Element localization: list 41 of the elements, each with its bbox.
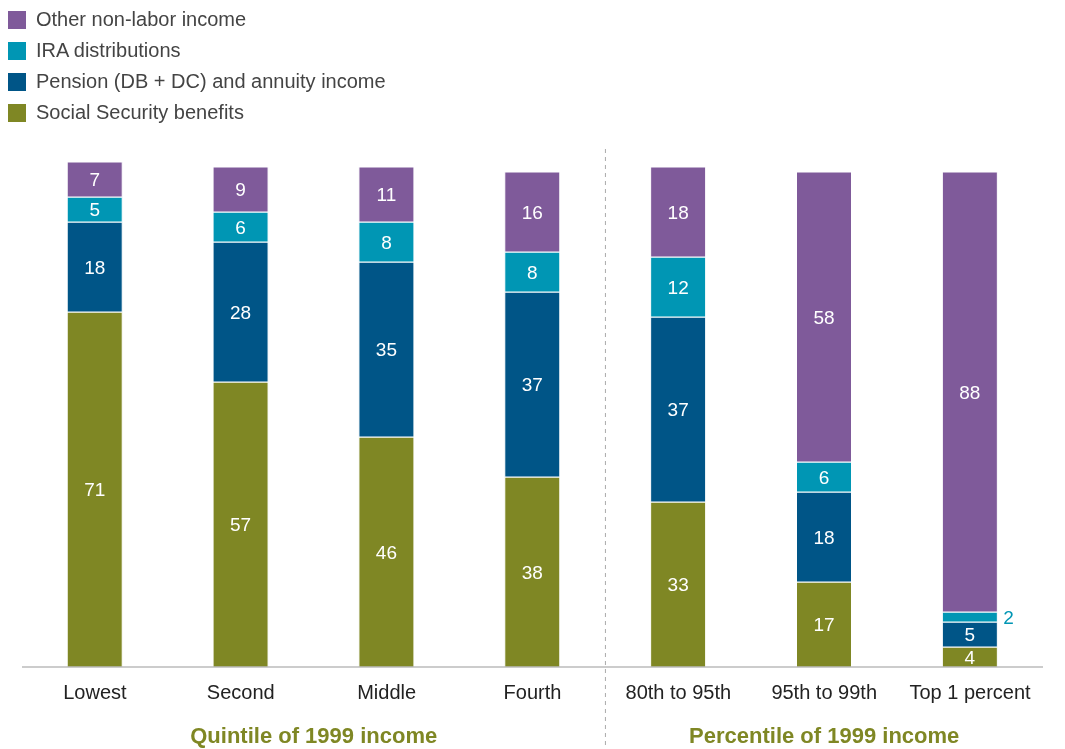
data-label: 5 (964, 624, 976, 646)
data-label: 18 (813, 526, 835, 548)
data-label: 17 (813, 614, 835, 636)
data-label: 11 (376, 184, 397, 206)
data-label: 18 (84, 256, 106, 278)
data-label: 8 (381, 231, 392, 253)
x-tick-label: Lowest (63, 681, 128, 704)
legend-label: IRA distributions (36, 39, 181, 62)
data-label: 33 (667, 574, 689, 596)
data-label: 9 (235, 179, 246, 201)
x-tick-label: 80th to 95th (625, 681, 732, 704)
data-label: 37 (521, 374, 543, 396)
text: Percentile of 1999 income (689, 723, 960, 748)
data-label: 8 (527, 261, 538, 283)
text: Quintile of 1999 income (190, 723, 438, 748)
x-tick-label: Top 1 percent (909, 681, 1032, 704)
data-label: 16 (521, 201, 543, 223)
data-label: 5 (89, 199, 100, 221)
data-label: 18 (667, 201, 689, 223)
data-label: 2 (1003, 606, 1014, 628)
data-label: 37 (667, 399, 689, 421)
data-label: 88 (959, 381, 981, 403)
x-tick-label: Fourth (503, 681, 562, 704)
legend-label: Pension (DB + DC) and annuity income (36, 70, 386, 93)
data-label: 46 (375, 541, 397, 563)
data-label: 71 (84, 479, 106, 501)
x-tick-label: Second (206, 681, 275, 704)
data-label: 57 (230, 514, 252, 536)
data-label: 7 (89, 169, 100, 191)
data-label: 12 (667, 276, 689, 298)
data-label: 6 (235, 216, 246, 238)
data-label: 6 (818, 466, 830, 488)
data-label: 58 (813, 306, 835, 328)
data-label: 38 (521, 561, 543, 583)
data-label: 4 (964, 646, 976, 668)
legend-label: Other non-labor income (36, 8, 247, 31)
data-label: 35 (375, 339, 397, 361)
data-label: 28 (230, 301, 252, 323)
x-tick-label: Middle (357, 681, 417, 704)
legend-label: Social Security benefits (36, 101, 244, 124)
x-tick-label: 95th to 99th (771, 681, 878, 704)
